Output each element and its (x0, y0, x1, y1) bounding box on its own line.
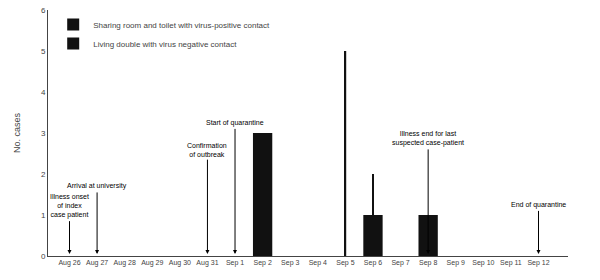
svg-text:Sep 9: Sep 9 (447, 259, 465, 267)
svg-text:Sep 12: Sep 12 (527, 259, 549, 267)
svg-text:Illness onsetof indexcase pati: Illness onsetof indexcase patient (50, 193, 89, 219)
svg-text:Sep 4: Sep 4 (309, 259, 327, 267)
svg-text:6: 6 (41, 6, 46, 15)
svg-text:End of quarantine: End of quarantine (511, 201, 566, 209)
svg-text:5: 5 (41, 47, 46, 56)
svg-text:Sep 2: Sep 2 (253, 259, 271, 267)
svg-text:Sep 11: Sep 11 (500, 259, 522, 267)
svg-text:Arrival at university: Arrival at university (67, 182, 127, 190)
svg-text:Aug 27: Aug 27 (86, 259, 108, 267)
svg-text:No. cases: No. cases (12, 112, 22, 153)
svg-text:Sep 7: Sep 7 (391, 259, 409, 267)
svg-text:Start of quarantine: Start of quarantine (206, 119, 264, 127)
svg-text:Sep 8: Sep 8 (419, 259, 437, 267)
svg-text:0: 0 (41, 252, 46, 261)
svg-text:Aug 31: Aug 31 (196, 259, 218, 267)
svg-text:2: 2 (41, 170, 46, 179)
svg-text:Aug 26: Aug 26 (58, 259, 80, 267)
svg-text:Sharing room and toilet with v: Sharing room and toilet with virus-posit… (93, 21, 270, 30)
svg-text:4: 4 (41, 88, 46, 97)
svg-text:Illness end for lastsuspected: Illness end for lastsuspected case-patie… (392, 130, 464, 147)
svg-text:3: 3 (41, 129, 46, 138)
svg-text:Aug 29: Aug 29 (141, 259, 163, 267)
svg-text:Aug 28: Aug 28 (114, 259, 136, 267)
svg-text:Sep 1: Sep 1 (226, 259, 244, 267)
svg-text:Sep 10: Sep 10 (472, 259, 494, 267)
svg-text:Living double with virus negat: Living double with virus negative contac… (93, 40, 237, 49)
svg-text:Sep 3: Sep 3 (281, 259, 299, 267)
svg-text:Sep 6: Sep 6 (364, 259, 382, 267)
svg-text:Aug 30: Aug 30 (169, 259, 191, 267)
svg-text:1: 1 (41, 211, 46, 220)
svg-text:Sep 5: Sep 5 (336, 259, 354, 267)
svg-text:Confirmationof outbreak: Confirmationof outbreak (187, 142, 227, 158)
